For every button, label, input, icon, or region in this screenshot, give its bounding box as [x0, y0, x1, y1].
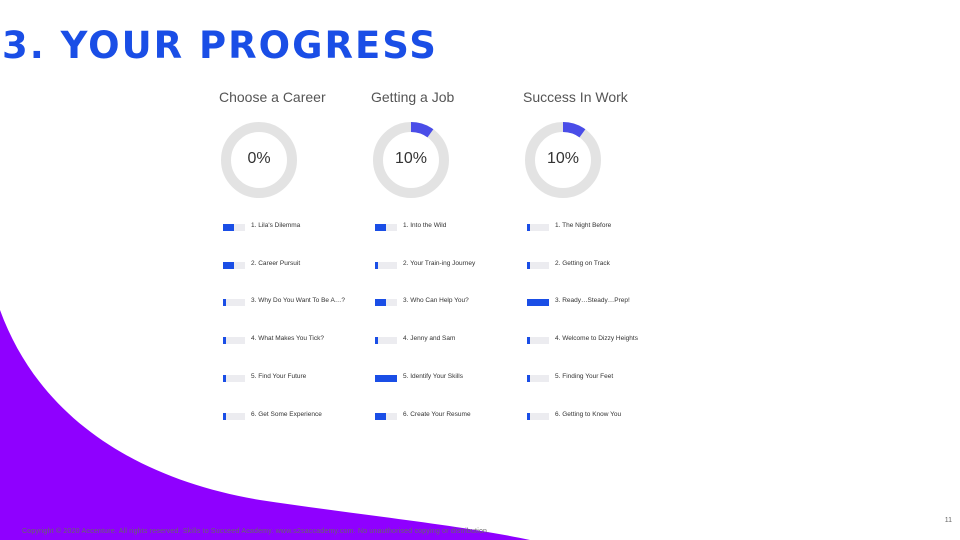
lesson-label: 5. Identify Your Skills	[403, 372, 463, 380]
lesson-item[interactable]: 1. Lila's Dilemma	[223, 221, 383, 233]
lesson-label: 1. Into the Wild	[403, 222, 447, 229]
lesson-progress-fill	[375, 337, 379, 345]
lesson-progress-bar	[223, 261, 245, 269]
lesson-progress-bar	[375, 374, 397, 382]
lesson-progress-bar	[375, 261, 397, 269]
lesson-item[interactable]: 5. Finding Your Feet	[527, 372, 687, 384]
lesson-item[interactable]: 6. Getting to Know You	[527, 410, 687, 422]
lesson-item[interactable]: 3. Why Do You Want To Be A…?	[223, 296, 383, 308]
lesson-progress-fill	[223, 374, 227, 382]
lesson-progress-fill	[375, 374, 397, 382]
lesson-progress-bar	[527, 374, 549, 382]
lesson-label: 3. Why Do You Want To Be A…?	[251, 297, 345, 305]
lesson-label: 4. Jenny and Sam	[403, 335, 456, 343]
page-number: 11	[944, 517, 952, 524]
lesson-label: 1. Lila's Dilemma	[251, 222, 301, 229]
section-title: Success In Work	[523, 89, 628, 105]
lesson-progress-fill	[375, 224, 386, 231]
lesson-progress-fill	[223, 224, 234, 231]
section-title: Getting a Job	[371, 89, 455, 105]
lesson-progress-fill	[223, 261, 234, 269]
lesson-progress-bar	[375, 337, 397, 345]
lesson-progress-bar	[375, 224, 397, 231]
percent-label: 0%	[247, 150, 271, 167]
lesson-label: 2. Career Pursuit	[251, 259, 301, 267]
lesson-progress-fill	[223, 299, 227, 307]
lesson-item[interactable]: 1. Into the Wild	[375, 221, 535, 233]
lesson-item[interactable]: 6. Get Some Experience	[223, 410, 383, 422]
lesson-progress-bar	[375, 412, 397, 420]
donut-arc	[525, 122, 601, 198]
lesson-label: 6. Create Your Resume	[403, 410, 471, 418]
lesson-label: 4. Welcome to Dizzy Heights	[555, 335, 638, 343]
section-title: Choose a Career	[219, 89, 326, 105]
lesson-item[interactable]: 3. Ready…Steady…Prep!	[527, 296, 687, 308]
donut-arc	[373, 122, 449, 198]
lesson-progress-fill	[527, 412, 531, 420]
lesson-progress-fill	[375, 412, 386, 420]
lesson-progress-fill	[527, 374, 531, 382]
lesson-progress-bar	[527, 412, 549, 420]
lesson-progress-bar	[527, 299, 549, 307]
lesson-label: 6. Getting to Know You	[555, 410, 622, 418]
progress-donut	[525, 122, 601, 198]
lesson-item[interactable]: 2. Getting on Track	[527, 259, 687, 271]
lesson-progress-bar	[223, 412, 245, 420]
lesson-item[interactable]: 5. Find Your Future	[223, 372, 383, 384]
lesson-label: 4. What Makes You Tick?	[251, 335, 324, 343]
lesson-item[interactable]: 4. What Makes You Tick?	[223, 334, 383, 346]
lesson-progress-fill	[527, 224, 531, 231]
lesson-progress-fill	[223, 412, 227, 420]
slide-title: 3. YOUR PROGRESS	[2, 24, 438, 67]
lesson-item[interactable]: 4. Welcome to Dizzy Heights	[527, 334, 687, 346]
lesson-item[interactable]: 2. Career Pursuit	[223, 259, 383, 271]
lesson-progress-fill	[223, 337, 227, 345]
lesson-progress-fill	[527, 261, 531, 269]
lesson-progress-bar	[223, 224, 245, 231]
lesson-progress-bar	[527, 261, 549, 269]
lesson-progress-bar	[223, 299, 245, 307]
copyright-notice: Copyright © 2020 Accenture. All rights r…	[22, 528, 490, 535]
lesson-progress-fill	[375, 299, 386, 307]
lesson-item[interactable]: 6. Create Your Resume	[375, 410, 535, 422]
lesson-item[interactable]: 3. Who Can Help You?	[375, 296, 535, 308]
lesson-progress-fill	[527, 337, 531, 345]
lesson-progress-fill	[527, 299, 549, 307]
lesson-label: 5. Finding Your Feet	[555, 372, 614, 380]
progress-donut	[221, 122, 297, 198]
progress-donut	[373, 122, 449, 198]
lesson-label: 2. Getting on Track	[555, 259, 610, 267]
percent-label: 10%	[546, 150, 580, 167]
lesson-label: 1. The Night Before	[555, 222, 612, 229]
lesson-item[interactable]: 1. The Night Before	[527, 221, 687, 233]
lesson-progress-bar	[223, 337, 245, 345]
lesson-label: 2. Your Train-ing Journey	[403, 259, 476, 267]
lesson-label: 6. Get Some Experience	[251, 410, 322, 418]
lesson-progress-bar	[375, 299, 397, 307]
lesson-item[interactable]: 2. Your Train-ing Journey	[375, 259, 535, 271]
percent-label: 10%	[394, 150, 428, 167]
lesson-item[interactable]: 4. Jenny and Sam	[375, 334, 535, 346]
lesson-label: 3. Who Can Help You?	[403, 297, 469, 305]
lesson-item[interactable]: 5. Identify Your Skills	[375, 372, 535, 384]
lesson-label: 5. Find Your Future	[251, 372, 307, 380]
lesson-progress-bar	[223, 374, 245, 382]
donut-track	[221, 122, 297, 198]
lesson-progress-fill	[375, 261, 379, 269]
lesson-progress-bar	[527, 224, 549, 231]
lesson-label: 3. Ready…Steady…Prep!	[555, 297, 630, 305]
lesson-progress-bar	[527, 337, 549, 345]
